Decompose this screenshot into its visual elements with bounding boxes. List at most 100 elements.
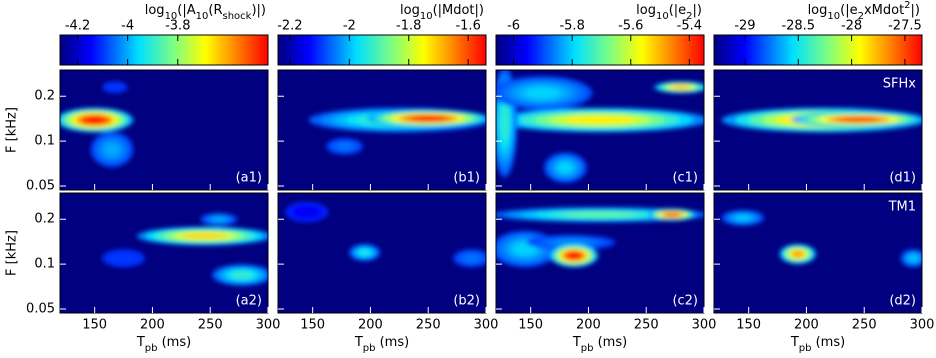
blur xyxy=(721,210,922,268)
label-part: log xyxy=(400,3,420,18)
x-tick-label: 200 xyxy=(794,318,819,333)
panel xyxy=(102,213,268,286)
x-tick-label: 300 xyxy=(910,318,935,333)
label-part: |) xyxy=(911,3,920,18)
x-tick-label: 300 xyxy=(256,318,281,333)
x-tick-label: 300 xyxy=(692,318,717,333)
row-label: TM1 xyxy=(888,200,916,215)
colorbar xyxy=(713,34,923,66)
blob-level xyxy=(299,208,314,216)
label-part: (ms) xyxy=(811,335,845,350)
label: log10(|e2|) xyxy=(636,3,702,22)
blob-level xyxy=(212,217,226,222)
blob xyxy=(200,213,238,226)
colorbar-tick-label: -1.8 xyxy=(396,19,421,34)
blob-level xyxy=(565,251,583,260)
label-part: 2 xyxy=(904,0,910,11)
label-part: pb xyxy=(145,343,158,354)
x-tick-label: 150 xyxy=(300,318,325,333)
colorbar-tick-label: -6 xyxy=(507,19,520,34)
y-tick-label: 0.1 xyxy=(34,257,55,272)
blur xyxy=(496,70,704,183)
label-part: (ms) xyxy=(157,335,191,350)
panel-frame xyxy=(277,69,487,191)
x-tick-label: 200 xyxy=(140,318,165,333)
panel-label: (a2) xyxy=(236,294,262,309)
panel xyxy=(308,107,486,155)
blob-level xyxy=(104,143,120,156)
colorbar-tick-label: -5.8 xyxy=(559,19,584,34)
blob-level xyxy=(735,215,751,221)
blob xyxy=(790,111,922,128)
blob xyxy=(496,207,704,223)
label: log10(|e2xMdot2|) xyxy=(808,0,920,22)
blob-level xyxy=(564,212,636,218)
blob xyxy=(326,138,363,155)
blob xyxy=(366,109,486,128)
label-part: 10 xyxy=(656,11,669,22)
label-part: xMdot xyxy=(864,3,904,18)
blur xyxy=(285,201,486,268)
colorbar-tick-label: -1.6 xyxy=(455,19,480,34)
blob xyxy=(544,152,587,183)
colorbar-tick-label: -4.2 xyxy=(65,19,90,34)
blob-level xyxy=(671,85,690,90)
colorbar-tick-label: -28.5 xyxy=(781,19,815,34)
label-part: log xyxy=(145,3,165,18)
blob xyxy=(102,81,128,94)
panel xyxy=(721,107,922,133)
x-tick-label: 300 xyxy=(474,318,499,333)
blob-level xyxy=(81,115,108,125)
x-tick-label: 250 xyxy=(634,318,659,333)
label-part: 10 xyxy=(420,11,433,22)
colorbar-tick-label: -5.6 xyxy=(618,19,643,34)
colorbar-tick-label: -28 xyxy=(841,19,862,34)
panel-frame xyxy=(277,192,487,314)
label-part: (|Mdot|) xyxy=(433,3,484,18)
panel-label: (d2) xyxy=(889,294,916,309)
panel-label: (c1) xyxy=(672,171,698,186)
panel-label: (d1) xyxy=(889,171,916,186)
colorbar-tick-label: -27.5 xyxy=(888,19,922,34)
y-tick-label: 0.1 xyxy=(34,134,55,149)
panel-frame xyxy=(495,192,705,314)
panel-frame xyxy=(713,69,923,191)
label-part: log xyxy=(808,3,828,18)
blob-level xyxy=(909,255,918,262)
label-part: T xyxy=(354,335,363,350)
blob-level xyxy=(500,103,509,141)
label-part: T xyxy=(572,335,581,350)
label: log10(|A10(Rshock)|) xyxy=(145,3,266,22)
colorbar-tick-label: -3.8 xyxy=(165,19,190,34)
blob-level xyxy=(338,143,351,150)
blob xyxy=(653,81,704,94)
colorbar-tick-label: -2 xyxy=(343,19,356,34)
label-part: 10 xyxy=(165,11,178,22)
blur xyxy=(60,81,134,168)
blob-level xyxy=(465,255,478,262)
blur xyxy=(308,107,486,155)
label-part: (|e xyxy=(669,3,686,18)
label-part: 10 xyxy=(196,11,209,22)
label-part: )|) xyxy=(251,3,266,18)
blob-level xyxy=(558,162,573,173)
blob-level xyxy=(664,212,681,217)
blob xyxy=(721,210,765,226)
panel-label: (b2) xyxy=(453,294,480,309)
label: log10(|Mdot|) xyxy=(400,3,484,22)
blob-level xyxy=(791,250,804,258)
blob xyxy=(349,244,381,261)
y-tick-label: 0.2 xyxy=(34,212,55,227)
label-part: T xyxy=(790,335,799,350)
blob xyxy=(549,244,599,268)
panel-bg xyxy=(60,193,268,313)
label-part: (|A xyxy=(177,3,195,18)
x-tick-label: 250 xyxy=(852,318,877,333)
blob-level xyxy=(116,255,131,262)
panel-label: (c2) xyxy=(672,294,698,309)
blob xyxy=(496,107,704,133)
label: Tpb (ms) xyxy=(572,335,627,354)
blob xyxy=(136,226,268,246)
x-tick-label: 200 xyxy=(576,318,601,333)
label-part: pb xyxy=(799,343,812,354)
